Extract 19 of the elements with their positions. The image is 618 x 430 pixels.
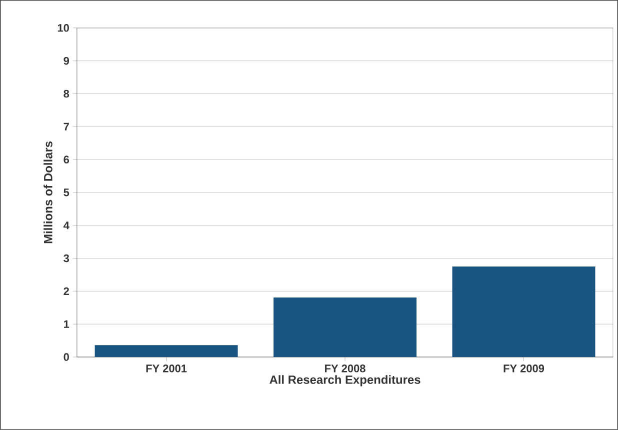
x-tick-label: FY 2008 [325,364,366,372]
y-tick-label: 0 [64,353,69,361]
y-tick-label: 3 [64,254,70,262]
bar [94,345,238,358]
bar [274,297,417,358]
y-tick-label: 2 [64,287,69,296]
bar [452,266,596,358]
y-tick-label: 9 [64,56,69,65]
y-tick-label: 1 [64,320,70,328]
y-axis-title: Millions of Dollars [44,141,52,244]
y-tick-label: 6 [64,156,70,164]
x-axis-title: All Research Expenditures [270,375,420,386]
y-tick-label: 8 [64,90,70,98]
y-tick-label: 4 [63,222,70,230]
x-tick-label: FY 2001 [146,364,187,372]
y-tick-label: 5 [64,188,70,196]
y-tick-label: 10 [58,24,69,32]
x-tick-label: FY 2009 [504,364,544,372]
y-tick-label: 7 [64,122,69,130]
